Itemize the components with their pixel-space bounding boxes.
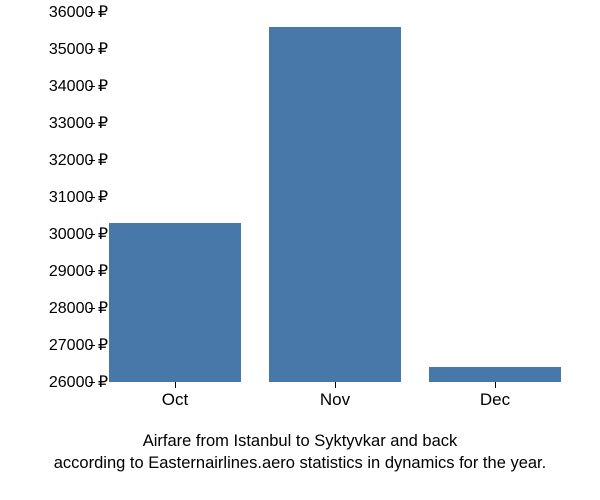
bar-dec [429, 367, 560, 382]
airfare-bar-chart [0, 0, 600, 430]
y-tick-mark [89, 49, 95, 50]
y-tick-mark [89, 86, 95, 87]
bar-oct [109, 223, 240, 382]
y-tick-label: 27000 ₽ [49, 335, 108, 355]
y-tick-label: 30000 ₽ [49, 224, 108, 244]
plot-area [95, 12, 575, 382]
y-tick-label: 31000 ₽ [49, 187, 108, 207]
y-tick-mark [89, 271, 95, 272]
x-tick-mark [335, 382, 336, 388]
y-tick-mark [89, 197, 95, 198]
y-tick-label: 35000 ₽ [49, 39, 108, 59]
x-tick-label: Dec [480, 390, 510, 410]
caption-line-2: according to Easternairlines.aero statis… [54, 454, 546, 472]
chart-caption: Airfare from Istanbul to Syktyvkar and b… [0, 430, 600, 475]
caption-line-1: Airfare from Istanbul to Syktyvkar and b… [143, 432, 458, 450]
y-tick-mark [89, 234, 95, 235]
x-tick-mark [175, 382, 176, 388]
y-tick-mark [89, 160, 95, 161]
x-tick-mark [495, 382, 496, 388]
y-tick-label: 36000 ₽ [49, 2, 108, 22]
y-tick-label: 33000 ₽ [49, 113, 108, 133]
x-tick-label: Nov [320, 390, 350, 410]
y-tick-label: 28000 ₽ [49, 298, 108, 318]
y-tick-mark [89, 308, 95, 309]
y-tick-mark [89, 12, 95, 13]
y-tick-label: 34000 ₽ [49, 76, 108, 96]
y-tick-label: 29000 ₽ [49, 261, 108, 281]
y-tick-mark [89, 382, 95, 383]
x-tick-label: Oct [162, 390, 188, 410]
y-tick-label: 26000 ₽ [49, 372, 108, 392]
y-tick-label: 32000 ₽ [49, 150, 108, 170]
bar-nov [269, 27, 400, 382]
y-tick-mark [89, 345, 95, 346]
y-tick-mark [89, 123, 95, 124]
